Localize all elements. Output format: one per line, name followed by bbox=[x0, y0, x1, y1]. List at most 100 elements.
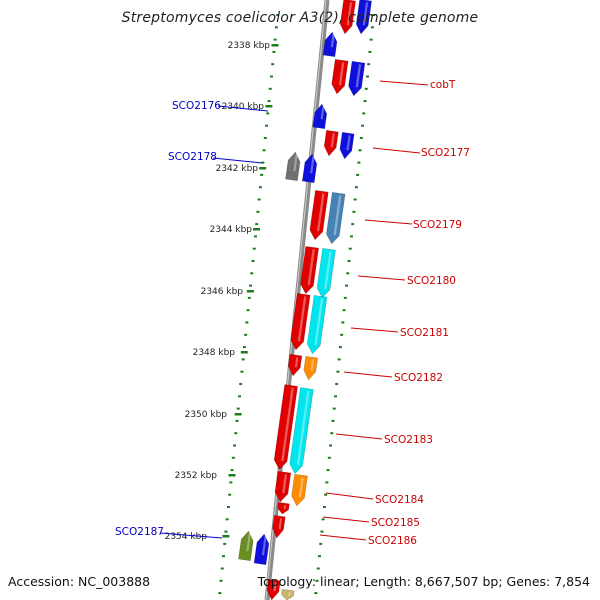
scale-tick bbox=[228, 474, 236, 477]
gene-arrow[interactable] bbox=[289, 293, 311, 351]
gene-label-right[interactable]: cobT bbox=[430, 79, 456, 91]
scale-dot bbox=[342, 309, 346, 312]
scale-dot bbox=[365, 75, 369, 78]
gene-arrow[interactable] bbox=[325, 192, 346, 245]
scale-dot bbox=[260, 173, 264, 176]
gene-arrow[interactable] bbox=[347, 60, 366, 97]
gene-arrow[interactable] bbox=[285, 151, 302, 182]
gene-arrow[interactable] bbox=[309, 189, 329, 241]
gene-arrow-shine bbox=[338, 62, 345, 86]
gene-label-right[interactable]: SCO2181 bbox=[400, 327, 449, 339]
scale-tick bbox=[246, 290, 254, 293]
gene-arrow[interactable] bbox=[288, 387, 314, 475]
scale-tick bbox=[253, 228, 261, 231]
gene-label-right[interactable]: SCO2184 bbox=[375, 494, 424, 506]
topology-text: Topology: linear; Length: 8,667,507 bp; … bbox=[257, 574, 590, 589]
scale-label: 2350 kbp bbox=[185, 410, 228, 420]
gene-arrow[interactable] bbox=[312, 103, 328, 130]
scale-dot bbox=[338, 346, 342, 349]
gene-arrow-shine bbox=[330, 34, 335, 48]
scale-dot bbox=[251, 260, 255, 262]
gene-arrow[interactable] bbox=[339, 131, 355, 160]
scale-dot bbox=[250, 272, 254, 275]
scale-dot bbox=[349, 235, 353, 238]
gene-arrow-shine bbox=[281, 387, 294, 462]
scale-dot bbox=[225, 518, 229, 521]
gene-label-left[interactable]: SCO2176 bbox=[172, 100, 221, 112]
scale-dot bbox=[223, 542, 227, 545]
gene-arrow[interactable] bbox=[271, 515, 286, 539]
scale-label: 2354 kbp bbox=[165, 532, 208, 542]
gene-label-right[interactable]: SCO2183 bbox=[384, 434, 433, 446]
scale-dot bbox=[221, 555, 225, 558]
scale-dot bbox=[343, 296, 347, 299]
leader-line bbox=[319, 534, 367, 541]
gene-arrow-shine bbox=[314, 298, 324, 346]
scale-dot bbox=[331, 419, 335, 422]
gene-arrow[interactable] bbox=[323, 129, 339, 157]
gene-label-right[interactable]: SCO2179 bbox=[413, 219, 462, 231]
scale-dot bbox=[335, 383, 339, 385]
scale-dot bbox=[364, 87, 368, 90]
scale-dot bbox=[231, 456, 235, 459]
gene-arrow[interactable] bbox=[322, 31, 338, 58]
gene-arrow[interactable] bbox=[273, 384, 298, 471]
leader-line bbox=[322, 516, 370, 523]
gene-arrow[interactable] bbox=[330, 58, 349, 95]
scale-dot bbox=[273, 38, 277, 41]
gene-arrow[interactable] bbox=[303, 355, 319, 381]
scale-dot bbox=[322, 506, 326, 508]
gene-arrow[interactable] bbox=[287, 353, 303, 377]
scale-dot bbox=[230, 469, 234, 472]
gene-arrow-shine bbox=[310, 359, 315, 372]
scale-label: 2346 kbp bbox=[201, 287, 244, 297]
scale-dot bbox=[369, 38, 373, 41]
scale-dot bbox=[272, 50, 276, 53]
leader-line bbox=[379, 80, 429, 86]
gene-arrow[interactable] bbox=[274, 470, 292, 503]
scale-dot bbox=[327, 456, 331, 459]
scale-dot bbox=[314, 592, 318, 595]
gene-arrow-shine bbox=[273, 582, 277, 592]
scale-dot bbox=[245, 321, 249, 324]
scale-dot bbox=[249, 284, 253, 287]
gene-arrow-shine bbox=[316, 193, 325, 232]
gene-label-right[interactable]: SCO2186 bbox=[368, 535, 417, 547]
scale-dots bbox=[218, 14, 376, 595]
scale-dot bbox=[359, 137, 363, 139]
leader-line bbox=[212, 157, 263, 164]
gene-arrow-shine bbox=[330, 133, 335, 148]
gene-arrow[interactable] bbox=[301, 153, 318, 184]
scale-dot bbox=[330, 432, 334, 435]
gene-label-right[interactable]: SCO2177 bbox=[421, 147, 470, 159]
scale-tick bbox=[222, 535, 230, 538]
scale-dot bbox=[362, 112, 366, 115]
gene-arrow[interactable] bbox=[281, 588, 295, 600]
scale-dot bbox=[233, 444, 237, 447]
gene-arrow[interactable] bbox=[299, 245, 319, 295]
gene-arrow-shine bbox=[297, 296, 307, 342]
gene-arrow[interactable] bbox=[339, 0, 356, 35]
scale-dot bbox=[255, 223, 259, 226]
gene-label-left[interactable]: SCO2178 bbox=[168, 151, 217, 163]
accession-text: Accession: NC_003888 bbox=[8, 574, 151, 589]
gene-arrow-shine bbox=[278, 518, 283, 530]
gene-label-right[interactable]: SCO2185 bbox=[371, 517, 420, 529]
gene-arrow[interactable] bbox=[290, 473, 308, 507]
gene-arrow[interactable] bbox=[306, 295, 328, 355]
gene-arrow[interactable] bbox=[316, 247, 336, 299]
gene-arrow[interactable] bbox=[355, 0, 372, 35]
gene-arrow[interactable] bbox=[277, 501, 290, 515]
scale-label: 2348 kbp bbox=[193, 348, 236, 358]
scale-dot bbox=[348, 247, 352, 250]
gene-arrow[interactable] bbox=[253, 533, 270, 566]
gene-label-left[interactable]: SCO2187 bbox=[115, 526, 164, 538]
gene-label-right[interactable]: SCO2180 bbox=[407, 275, 456, 287]
gene-features bbox=[238, 0, 372, 600]
gene-arrow[interactable] bbox=[238, 530, 254, 562]
scale-dot bbox=[333, 395, 337, 398]
gene-arrow[interactable] bbox=[266, 578, 281, 600]
gene-arrow-shine bbox=[282, 474, 288, 494]
gene-label-right[interactable]: SCO2182 bbox=[394, 372, 443, 384]
